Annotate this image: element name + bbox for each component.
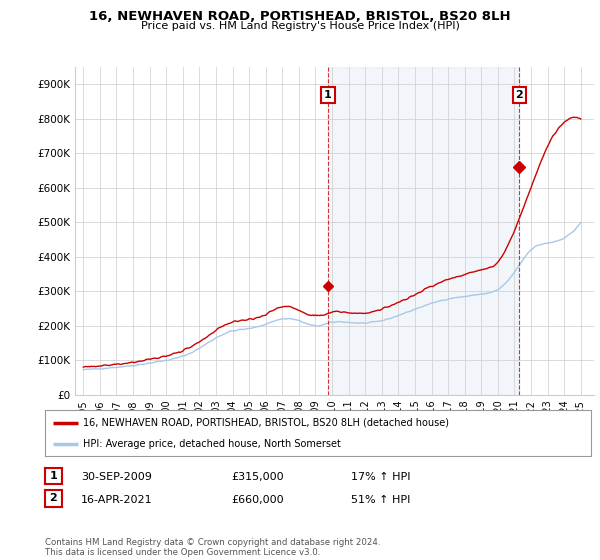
Text: 2: 2	[50, 493, 57, 503]
Text: HPI: Average price, detached house, North Somerset: HPI: Average price, detached house, Nort…	[83, 439, 341, 449]
Text: 16, NEWHAVEN ROAD, PORTISHEAD, BRISTOL, BS20 8LH: 16, NEWHAVEN ROAD, PORTISHEAD, BRISTOL, …	[89, 10, 511, 23]
Text: £660,000: £660,000	[231, 494, 284, 505]
Text: 17% ↑ HPI: 17% ↑ HPI	[351, 472, 410, 482]
Text: 2: 2	[515, 90, 523, 100]
Text: 16-APR-2021: 16-APR-2021	[81, 494, 152, 505]
Text: Contains HM Land Registry data © Crown copyright and database right 2024.
This d: Contains HM Land Registry data © Crown c…	[45, 538, 380, 557]
Text: 30-SEP-2009: 30-SEP-2009	[81, 472, 152, 482]
Bar	[328, 67, 519, 395]
Text: 1: 1	[324, 90, 332, 100]
Text: Price paid vs. HM Land Registry's House Price Index (HPI): Price paid vs. HM Land Registry's House …	[140, 21, 460, 31]
Text: 1: 1	[50, 471, 57, 481]
Text: 51% ↑ HPI: 51% ↑ HPI	[351, 494, 410, 505]
Text: 16, NEWHAVEN ROAD, PORTISHEAD, BRISTOL, BS20 8LH (detached house): 16, NEWHAVEN ROAD, PORTISHEAD, BRISTOL, …	[83, 418, 449, 428]
Text: £315,000: £315,000	[231, 472, 284, 482]
